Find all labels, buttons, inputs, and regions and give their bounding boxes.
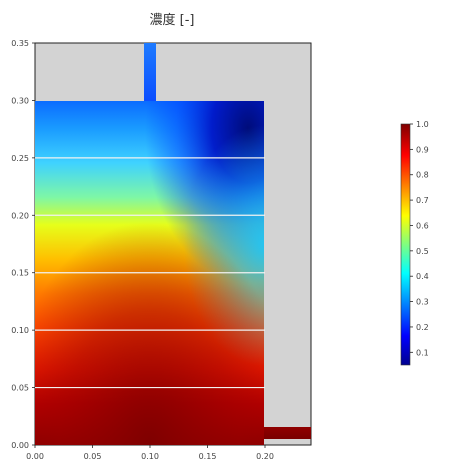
x-tick-label-2: 0.10 — [141, 452, 159, 461]
y-tick-label-3: 0.15 — [11, 269, 29, 278]
y-tick-label-5: 0.25 — [11, 154, 29, 163]
inlet-channel — [144, 43, 156, 101]
x-tick-label-0: 0.00 — [26, 452, 44, 461]
colorbar-tick-label-1: 0.2 — [416, 323, 429, 332]
colorbar-tick-label-5: 0.6 — [416, 221, 429, 230]
y-tick-label-7: 0.35 — [11, 39, 29, 48]
colorbar-gradient — [400, 123, 411, 366]
internal-lines — [35, 157, 265, 389]
y-axis: 0.00 0.05 0.10 0.15 0.20 0.25 0.30 0.35 — [11, 39, 35, 450]
y-tick-label-6: 0.30 — [11, 96, 29, 105]
y-tick-label-2: 0.10 — [11, 326, 29, 335]
y-tick-label-0: 0.00 — [11, 441, 29, 450]
colorbar-tick-label-9: 1.0 — [416, 120, 429, 129]
colorbar-tick-label-3: 0.4 — [416, 272, 429, 281]
colorbar-tick-label-8: 0.9 — [416, 145, 429, 154]
x-tick-label-3: 0.15 — [199, 452, 217, 461]
colorbar-tick-label-4: 0.5 — [416, 247, 429, 256]
colorbar-tick-label-7: 0.8 — [416, 171, 429, 180]
x-tick-label-1: 0.05 — [84, 452, 102, 461]
x-axis: 0.00 0.05 0.10 0.15 0.20 — [26, 445, 274, 461]
colorbar-tick-label-0: 0.1 — [416, 348, 429, 357]
y-tick-label-1: 0.05 — [11, 384, 29, 393]
outlet-channel — [264, 427, 311, 439]
colorbar-tick-label-6: 0.7 — [416, 196, 429, 205]
y-tick-label-4: 0.20 — [11, 211, 29, 220]
colorbar: 0.1 0.2 0.3 0.4 0.5 0.6 0.7 0.8 0.9 1.0 — [400, 120, 429, 366]
chart-title: 濃度 [-] — [150, 12, 195, 28]
colorbar-ticks: 0.1 0.2 0.3 0.4 0.5 0.6 0.7 0.8 0.9 1.0 — [410, 120, 429, 357]
colorbar-tick-label-2: 0.3 — [416, 298, 429, 307]
x-tick-label-4: 0.20 — [256, 452, 274, 461]
